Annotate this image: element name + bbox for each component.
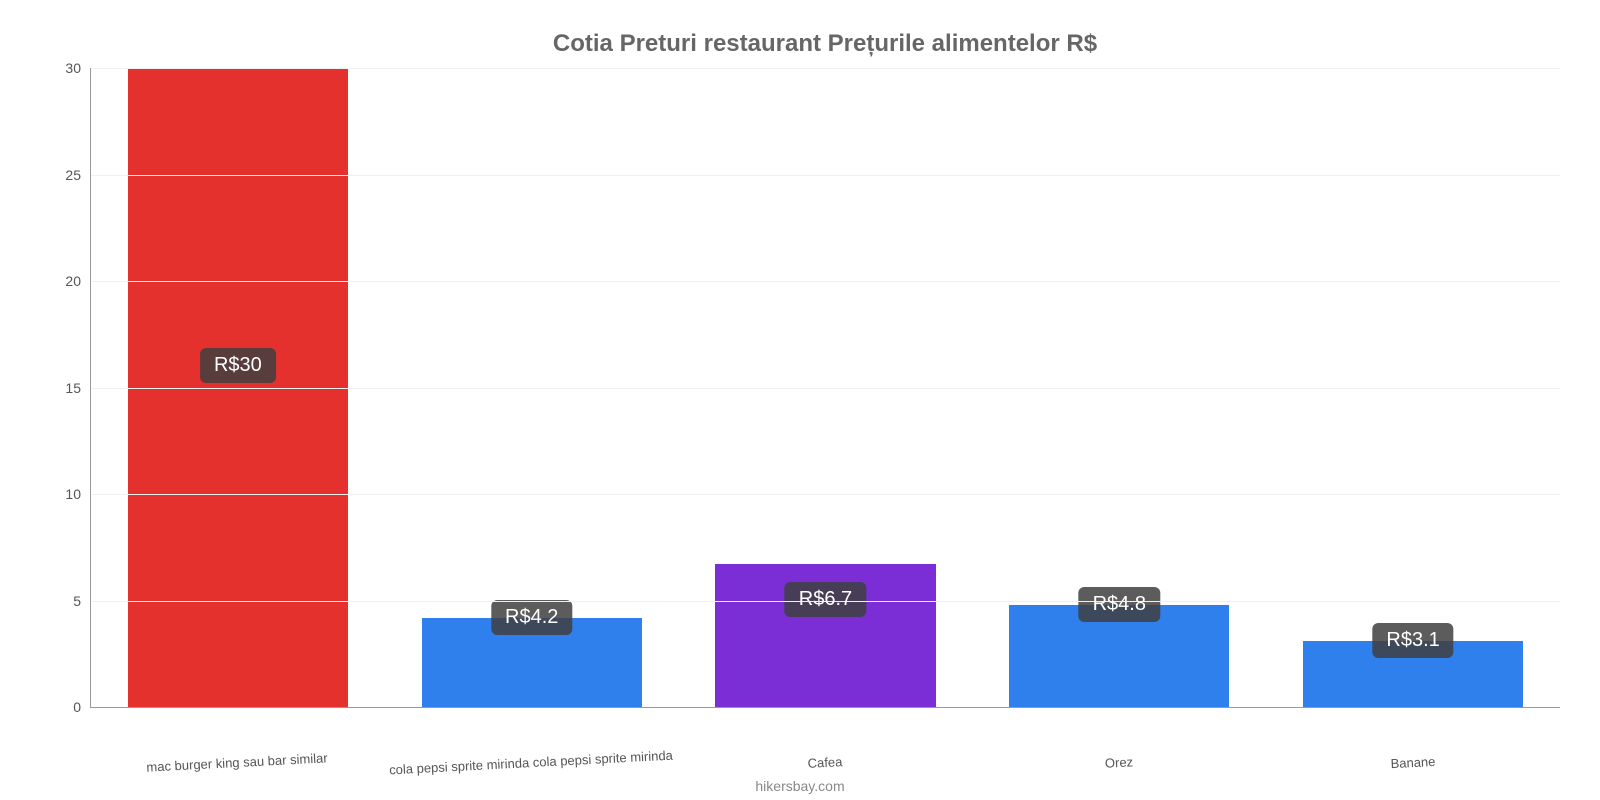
bar-value-badge: R$4.8: [1079, 587, 1160, 622]
bar-value-badge: R$4.2: [491, 600, 572, 635]
grid-line: [91, 175, 1560, 176]
chart-title: Cotia Preturi restaurant Prețurile alime…: [90, 30, 1560, 58]
chart-footer: hikersbay.com: [0, 778, 1600, 794]
x-tick-label: cola pepsi sprite mirinda cola pepsi spr…: [384, 747, 678, 777]
x-tick-label: Orez: [972, 747, 1266, 777]
y-tick-label: 25: [51, 167, 81, 183]
y-tick-label: 0: [51, 699, 81, 715]
y-tick-label: 10: [51, 486, 81, 502]
grid-line: [91, 281, 1560, 282]
x-tick-label: Banane: [1266, 747, 1560, 777]
bar: R$3.1: [1303, 641, 1523, 707]
chart-container: Cotia Preturi restaurant Prețurile alime…: [0, 0, 1600, 800]
y-tick-label: 30: [51, 60, 81, 76]
bar-value-badge: R$30: [200, 348, 276, 383]
x-axis-labels: mac burger king sau bar similarcola peps…: [90, 755, 1560, 770]
bar: R$4.8: [1009, 605, 1229, 707]
y-tick-label: 15: [51, 380, 81, 396]
y-tick-label: 20: [51, 273, 81, 289]
bar-value-badge: R$3.1: [1372, 623, 1453, 658]
grid-line: [91, 388, 1560, 389]
plot-area: R$30R$4.2R$6.7R$4.8R$3.1 051015202530: [90, 68, 1560, 708]
x-tick-label: mac burger king sau bar similar: [90, 747, 384, 777]
y-tick-label: 5: [51, 593, 81, 609]
grid-line: [91, 68, 1560, 69]
bar: R$4.2: [422, 618, 642, 707]
grid-line: [91, 494, 1560, 495]
bar: R$6.7: [715, 564, 935, 707]
x-tick-label: Cafea: [678, 747, 972, 777]
grid-line: [91, 601, 1560, 602]
